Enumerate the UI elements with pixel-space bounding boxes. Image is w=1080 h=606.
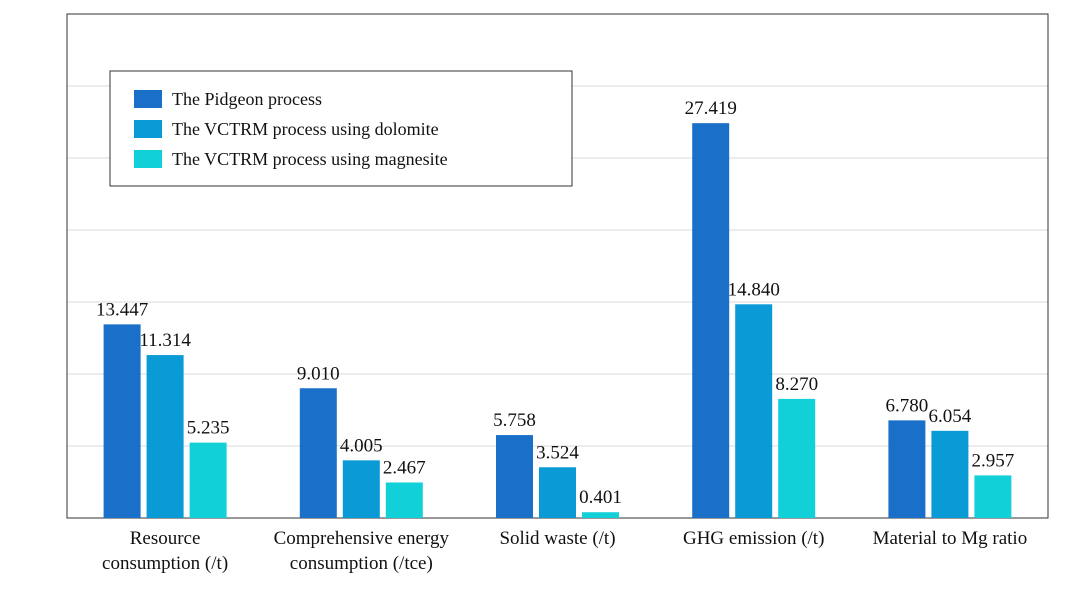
category-label: Solid waste (/t) (499, 528, 615, 549)
category-label: consumption (/tce) (290, 553, 433, 574)
bar-value-label: 11.314 (139, 330, 191, 351)
bar-value-label: 27.419 (685, 98, 737, 119)
bar-value-label: 5.235 (187, 418, 230, 439)
bar-value-label: 4.005 (340, 435, 383, 456)
bar-value-label: 3.524 (536, 442, 579, 463)
category-label: Resource (130, 528, 201, 549)
bar-value-label: 2.467 (383, 457, 426, 478)
bar-value-label: 0.401 (579, 487, 622, 508)
bar (496, 435, 533, 518)
bar (342, 460, 380, 518)
category-label: consumption (/t) (102, 553, 228, 574)
bar-value-label: 6.780 (886, 395, 929, 416)
bar (582, 512, 619, 518)
bar-value-label: 13.447 (96, 299, 148, 320)
legend-swatch (134, 120, 162, 138)
legend-label: The VCTRM process using dolomite (172, 119, 439, 139)
category-label: Material to Mg ratio (873, 528, 1028, 549)
bar (888, 420, 926, 518)
category-labels: Resource consumption (/t) Comprehensive en… (102, 528, 1027, 574)
bar-value-label: 2.957 (972, 450, 1015, 471)
bar (778, 398, 816, 518)
legend-label: The VCTRM process using magnesite (172, 149, 448, 169)
bar (299, 388, 337, 518)
legend: The Pidgeon process The VCTRM process usi… (109, 70, 573, 187)
legend-swatch (134, 150, 162, 168)
bar (539, 467, 576, 518)
category-label: GHG emission (/t) (683, 528, 824, 549)
bar-value-label: 8.270 (775, 374, 818, 395)
category-label: Comprehensive energy (274, 528, 450, 549)
bar (189, 442, 227, 518)
legend-frame (109, 70, 573, 187)
bar (385, 482, 423, 518)
bar (692, 123, 730, 519)
bar (974, 475, 1012, 518)
bars (103, 123, 1012, 519)
bar (146, 355, 184, 518)
bar (931, 430, 969, 518)
legend-label: The Pidgeon process (172, 89, 322, 109)
bar-value-label: 9.010 (297, 363, 340, 384)
legend-swatch (134, 90, 162, 108)
bar (735, 304, 773, 518)
bar-value-label: 5.758 (493, 410, 536, 431)
bar-value-label: 14.840 (728, 279, 780, 300)
bar (103, 324, 141, 518)
bar-value-label: 6.054 (929, 406, 972, 427)
